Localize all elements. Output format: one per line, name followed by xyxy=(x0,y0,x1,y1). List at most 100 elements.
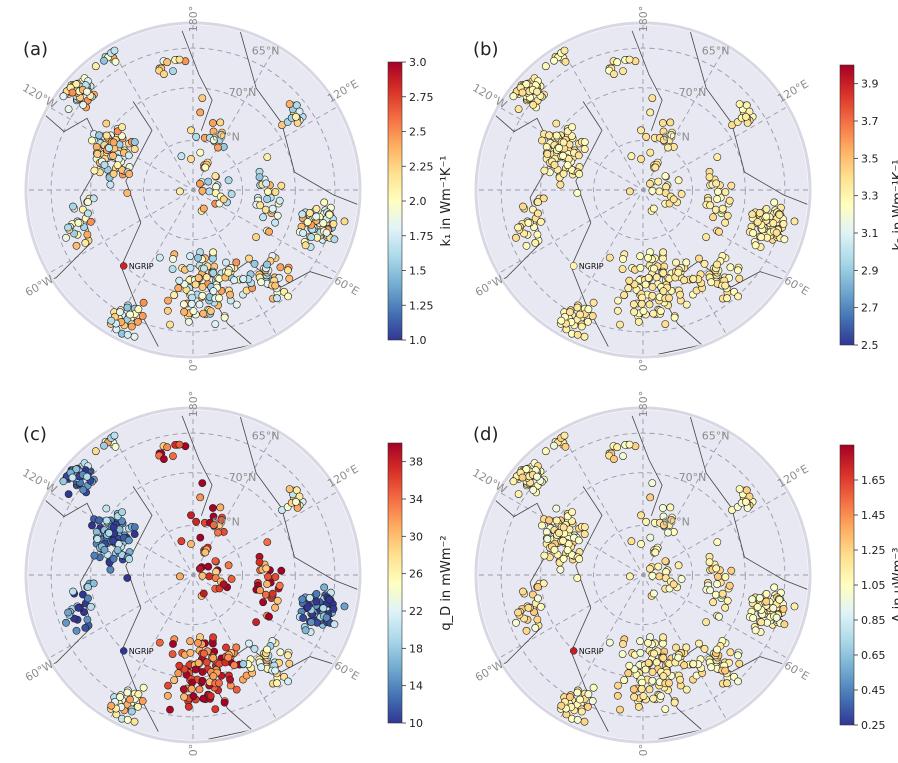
data-point xyxy=(217,516,226,524)
data-point xyxy=(538,136,546,145)
data-point xyxy=(93,150,102,158)
data-point xyxy=(62,618,70,627)
data-point xyxy=(209,268,218,277)
data-point xyxy=(726,648,735,657)
data-point xyxy=(648,291,657,300)
data-point xyxy=(676,290,684,299)
data-point xyxy=(534,198,542,206)
data-point xyxy=(127,322,136,331)
colorbar-tick: 3.5 xyxy=(861,152,879,165)
colorbar-tick: 22 xyxy=(409,605,423,618)
data-point xyxy=(204,562,213,571)
data-point xyxy=(230,276,239,285)
data-point xyxy=(224,653,233,662)
data-point xyxy=(134,690,143,699)
data-point xyxy=(200,649,208,658)
data-point xyxy=(552,119,561,128)
data-point xyxy=(209,136,218,144)
data-point xyxy=(263,195,271,203)
data-point xyxy=(64,105,73,113)
data-point xyxy=(95,131,103,140)
data-point xyxy=(689,274,698,283)
data-point xyxy=(713,153,722,161)
data-point xyxy=(584,690,593,699)
data-point xyxy=(275,196,284,205)
data-point xyxy=(211,172,220,180)
data-point xyxy=(537,602,545,611)
data-point xyxy=(271,281,280,290)
data-point xyxy=(512,233,520,242)
data-point xyxy=(616,320,624,329)
data-point xyxy=(718,204,727,213)
data-point xyxy=(550,160,559,169)
data-point xyxy=(205,572,214,581)
data-point xyxy=(588,697,597,705)
lon-label-180: 180° xyxy=(637,391,650,418)
data-point xyxy=(566,308,574,316)
data-point xyxy=(219,580,228,589)
map-border xyxy=(474,21,812,359)
colorbar xyxy=(839,64,855,346)
data-point xyxy=(543,535,552,543)
data-point xyxy=(646,493,655,502)
data-point xyxy=(298,210,307,219)
data-point xyxy=(723,211,732,220)
data-point xyxy=(589,683,598,692)
data-point xyxy=(130,523,139,531)
data-point xyxy=(191,665,200,674)
data-point xyxy=(556,565,565,574)
data-point xyxy=(187,299,196,308)
data-point xyxy=(533,615,542,624)
data-point xyxy=(83,230,92,239)
data-point xyxy=(667,516,676,524)
data-point xyxy=(637,155,645,163)
data-point xyxy=(714,187,722,196)
data-point xyxy=(627,152,636,161)
data-point xyxy=(252,233,260,241)
data-point xyxy=(563,161,572,169)
data-point xyxy=(232,258,241,267)
data-point xyxy=(64,223,72,232)
data-point xyxy=(642,132,650,141)
data-point xyxy=(230,661,239,670)
data-point xyxy=(779,605,788,613)
lon-label-0: 0° xyxy=(187,359,200,372)
data-point xyxy=(198,676,207,685)
data-point xyxy=(543,150,552,158)
data-point xyxy=(105,144,113,152)
data-point xyxy=(211,320,220,328)
data-point xyxy=(713,645,721,654)
data-point xyxy=(83,87,91,96)
data-point xyxy=(616,705,624,714)
data-point xyxy=(669,580,678,589)
data-point xyxy=(634,702,643,711)
data-point xyxy=(74,218,83,227)
data-point xyxy=(734,292,742,301)
data-point xyxy=(319,219,328,228)
data-point xyxy=(170,676,178,684)
data-point xyxy=(712,179,721,188)
panel-b: NGRIP 65°N 70°N 80°N 180° 120°E 60°E 0° 60°W 120°… xyxy=(470,6,898,372)
data-point xyxy=(196,493,205,502)
data-point xyxy=(105,529,113,537)
data-point xyxy=(652,658,661,667)
data-point xyxy=(68,473,77,482)
data-point xyxy=(125,170,134,178)
data-point xyxy=(649,309,658,318)
data-point xyxy=(186,263,195,272)
panel-label: (b) xyxy=(473,39,498,60)
data-point xyxy=(277,181,286,190)
data-point xyxy=(770,198,779,207)
data-point xyxy=(284,677,292,686)
data-point xyxy=(537,217,545,226)
data-point xyxy=(195,685,204,694)
data-point xyxy=(220,698,229,707)
data-point xyxy=(224,561,233,570)
data-point xyxy=(541,447,550,456)
data-point xyxy=(83,472,91,481)
data-point xyxy=(584,317,592,326)
data-point xyxy=(636,637,644,646)
colorbar-tick: 1.05 xyxy=(861,579,886,592)
data-point xyxy=(745,492,754,501)
data-point xyxy=(175,440,184,449)
